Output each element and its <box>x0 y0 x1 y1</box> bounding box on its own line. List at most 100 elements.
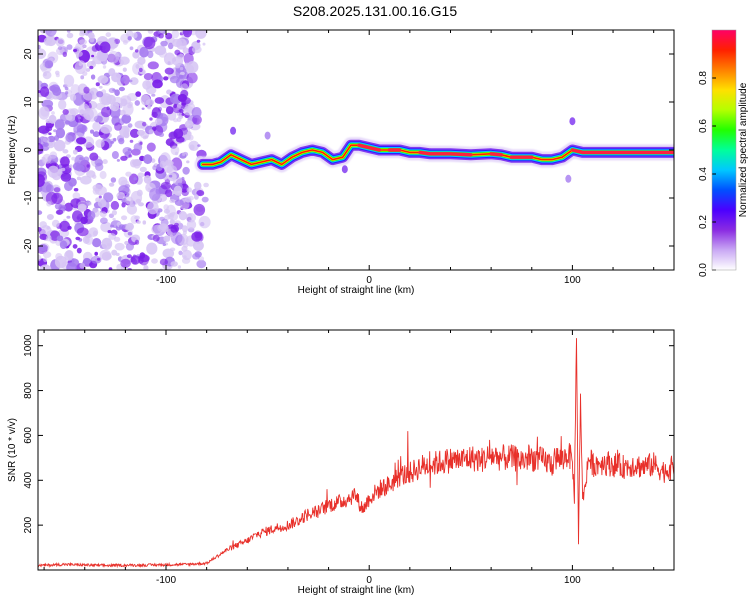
noise-blob <box>173 128 184 139</box>
spectrogram-y-label: Frequency (Hz) <box>7 116 18 185</box>
noise-blob <box>163 235 171 242</box>
noise-blob <box>147 61 159 70</box>
ridge-hot-2 <box>418 150 473 157</box>
noise-blob <box>52 95 58 100</box>
noise-blob <box>203 182 209 188</box>
noise-blob <box>154 45 167 56</box>
noise-blob <box>119 56 130 65</box>
y-tick-label: 400 <box>23 472 34 489</box>
noise-blob <box>163 204 169 211</box>
noise-blob <box>43 257 48 263</box>
noise-blob <box>137 129 145 136</box>
noise-blob <box>152 126 157 132</box>
noise-blob <box>79 39 87 45</box>
noise-blob <box>63 74 75 88</box>
noise-blob <box>55 209 64 215</box>
noise-blob <box>97 75 109 84</box>
noise-blob <box>75 50 83 57</box>
noise-blob <box>114 242 125 251</box>
noise-blob <box>110 177 117 183</box>
noise-blob <box>111 210 117 216</box>
noise-blob <box>178 211 188 221</box>
noise-blob <box>178 74 184 79</box>
noise-blob <box>126 30 134 38</box>
colorbar: 0.0 0.2 0.4 0.6 0.8 Normalized spectral ampl… <box>698 29 749 277</box>
noise-blob <box>165 159 173 166</box>
noise-blob <box>99 211 107 218</box>
noise-blob <box>57 46 63 50</box>
noise-blob <box>62 149 69 154</box>
noise-blob <box>133 143 143 152</box>
noise-blob <box>64 250 74 261</box>
noise-blob <box>172 91 176 94</box>
noise-blob <box>130 255 141 265</box>
noise-blob <box>92 131 100 138</box>
noise-blob <box>182 30 193 38</box>
noise-blob <box>182 47 189 54</box>
noise-blob <box>151 258 158 264</box>
noise-blob <box>76 124 88 134</box>
noise-blob <box>126 254 132 259</box>
noise-blob <box>201 196 209 203</box>
noise-blob <box>38 174 46 187</box>
noise-blob <box>118 224 126 230</box>
y-tick-label: 600 <box>23 427 34 444</box>
noise-blob <box>116 159 120 162</box>
noise-blob <box>182 225 188 233</box>
noise-blob <box>178 108 184 113</box>
noise-blob <box>128 154 133 158</box>
noise-blob <box>51 111 55 115</box>
noise-blob <box>48 114 57 124</box>
spectrogram-noise <box>38 30 211 270</box>
noise-blob <box>80 175 92 185</box>
noise-blob <box>72 192 81 200</box>
noise-blob <box>151 93 156 97</box>
spectrogram-ridge <box>194 117 674 183</box>
noise-blob <box>107 243 111 247</box>
noise-blob <box>53 187 61 193</box>
noise-blob <box>66 114 73 121</box>
snr-frame <box>37 329 675 571</box>
noise-blob <box>86 170 96 178</box>
noise-blob <box>53 135 60 141</box>
noise-blob <box>142 121 147 127</box>
noise-blob <box>165 138 175 147</box>
noise-blob <box>139 166 147 173</box>
y-tick-label: 800 <box>23 382 34 399</box>
noise-blob <box>56 235 64 242</box>
noise-blob <box>89 152 99 161</box>
noise-blob <box>149 117 153 121</box>
noise-blob <box>120 77 126 82</box>
noise-blob <box>141 107 145 110</box>
noise-blob <box>54 119 65 130</box>
x-tick-label: -100 <box>156 275 176 286</box>
noise-blob <box>101 251 112 261</box>
noise-blob <box>45 30 57 37</box>
noise-blob <box>177 182 182 186</box>
noise-blob <box>120 258 131 268</box>
y-tick-label: -20 <box>23 238 34 253</box>
colorbar-tick-label: 0.0 <box>698 263 709 277</box>
noise-blob <box>70 84 81 96</box>
colorbar-tick-label: 0.2 <box>698 215 709 229</box>
noise-blob <box>181 257 191 264</box>
noise-blob <box>53 139 66 152</box>
noise-blob <box>170 231 183 245</box>
noise-blob <box>41 99 54 109</box>
ridge-spur <box>264 131 271 140</box>
colorbar-label: Normalized spectral amplitude <box>738 82 749 217</box>
noise-blob <box>101 106 112 118</box>
spectrogram-x-label: Height of straight line (km) <box>298 285 415 296</box>
noise-blob <box>132 51 140 59</box>
noise-blob <box>169 234 174 239</box>
noise-blob <box>177 265 182 269</box>
noise-blob <box>55 73 60 78</box>
noise-blob <box>121 215 128 221</box>
noise-blob <box>139 46 149 58</box>
noise-blob <box>163 208 170 214</box>
noise-blob <box>163 76 169 81</box>
noise-blob <box>66 262 77 270</box>
noise-blob <box>80 75 85 80</box>
noise-blob <box>171 30 180 39</box>
noise-blob <box>64 120 71 125</box>
